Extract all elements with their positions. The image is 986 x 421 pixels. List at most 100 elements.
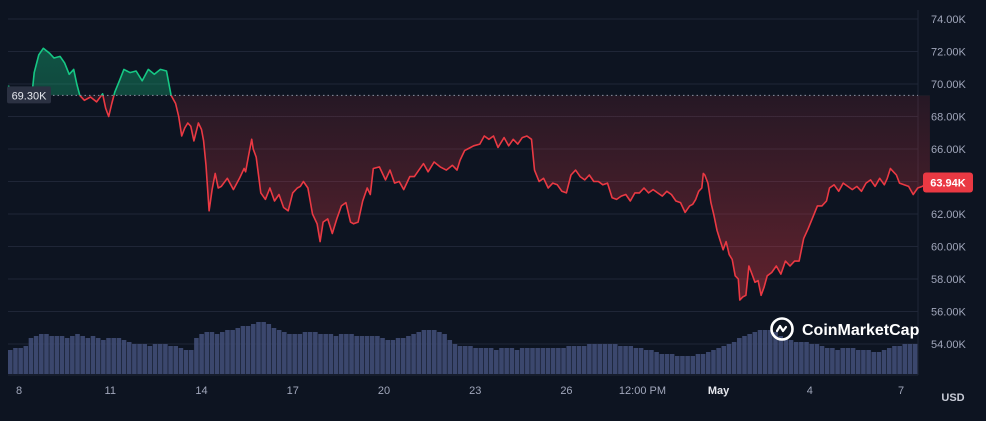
volume-bar [664,354,670,374]
volume-bar [633,348,639,374]
volume-bar [737,338,742,374]
volume-bar [649,350,654,374]
y-tick-label: 70.00K [931,79,967,91]
volume-bar [406,336,411,374]
volume-bar [426,330,432,374]
reference-label-box [7,86,51,104]
volume-bar [752,332,758,374]
volume-bar [654,352,659,374]
volume-bar [581,346,587,374]
volume-bar [587,344,592,374]
volume-bar [504,348,509,374]
y-tick-label: 74.00K [931,14,967,26]
y-tick-label: 58.00K [931,274,967,286]
volume-bar [33,336,39,374]
volume-bar [556,348,561,374]
volume-bar [271,328,277,374]
volume-bar [437,332,442,374]
volume-bar [830,348,835,374]
volume-bar [711,350,716,374]
volume-bar [18,348,23,374]
area-below-reference [8,95,930,301]
volume-bar [344,334,349,374]
volume-bar [101,340,106,374]
volume-bar [28,338,34,374]
volume-bar [199,334,204,374]
volume-bar [669,354,675,374]
volume-bar [390,340,396,374]
volume-bar [907,344,913,374]
volume-bar [855,350,861,374]
x-tick-label: 14 [195,385,207,397]
volume-bar [126,342,132,374]
volume-bar [762,330,768,374]
volume-bar [824,348,830,374]
y-tick-label: 54.00K [931,339,967,351]
volume-bar [235,328,241,374]
volume-bar [530,348,535,374]
volume-bar [871,352,877,374]
volume-bar [75,334,80,374]
brand-name: CoinMarketCap [802,322,920,339]
y-tick-label: 60.00K [931,242,967,254]
current-price-label: 63.94K [930,177,966,189]
volume-bar [716,348,721,374]
volume-bar [173,346,179,374]
volume-bar [245,326,251,374]
x-tick-label: 11 [105,385,116,397]
volume-bar [39,334,44,374]
volume-bar [597,344,603,374]
volume-bar [912,344,918,374]
volume-bar [328,334,334,374]
volume-bar [302,332,308,374]
volume-bar [835,350,840,374]
volume-bar [674,356,680,374]
area-above-reference [8,48,172,96]
volume-bar [685,356,690,374]
x-tick-label: 17 [287,385,299,397]
volume-bar [349,334,354,374]
volume-bar [788,340,794,374]
volume-bar [385,340,391,374]
y-tick-label: 56.00K [931,307,967,319]
x-tick-label: 23 [469,385,481,397]
volume-bar [70,336,75,374]
x-tick-label: 8 [16,385,22,397]
volume-bar [773,332,778,374]
volume-bar [359,336,365,374]
volume-bar [757,330,763,374]
volume-bar [276,330,282,374]
volume-bar [706,352,711,374]
volume-bar [545,348,551,374]
volume-bar [219,332,225,374]
coinmarketcap-logo-icon [770,317,794,341]
volume-bar [819,346,825,374]
volume-bar [375,336,380,374]
volume-bar [80,336,85,374]
volume-bar [111,338,116,374]
volume-bar [395,338,401,374]
volume-bar [592,344,597,374]
volume-bar [742,336,747,374]
volume-bar [721,346,727,374]
volume-bar [59,336,65,374]
volume-bar [886,348,892,374]
volume-bar [535,348,540,374]
volume-bar [783,338,789,374]
volume-bar [483,348,489,374]
volume-bar [106,338,111,374]
volume-bar [897,346,902,374]
volume-bar [566,346,571,374]
volume-bar [442,334,447,374]
volume-bar [380,338,385,374]
y-tick-label: 72.00K [931,47,967,59]
volume-bar [447,340,453,374]
volume-bar [452,344,458,374]
volume-bar [354,336,359,374]
volume-bar [680,356,685,374]
y-tick-label: 62.00K [931,209,967,221]
volume-bar [333,336,339,374]
x-tick-label: 4 [807,385,813,397]
